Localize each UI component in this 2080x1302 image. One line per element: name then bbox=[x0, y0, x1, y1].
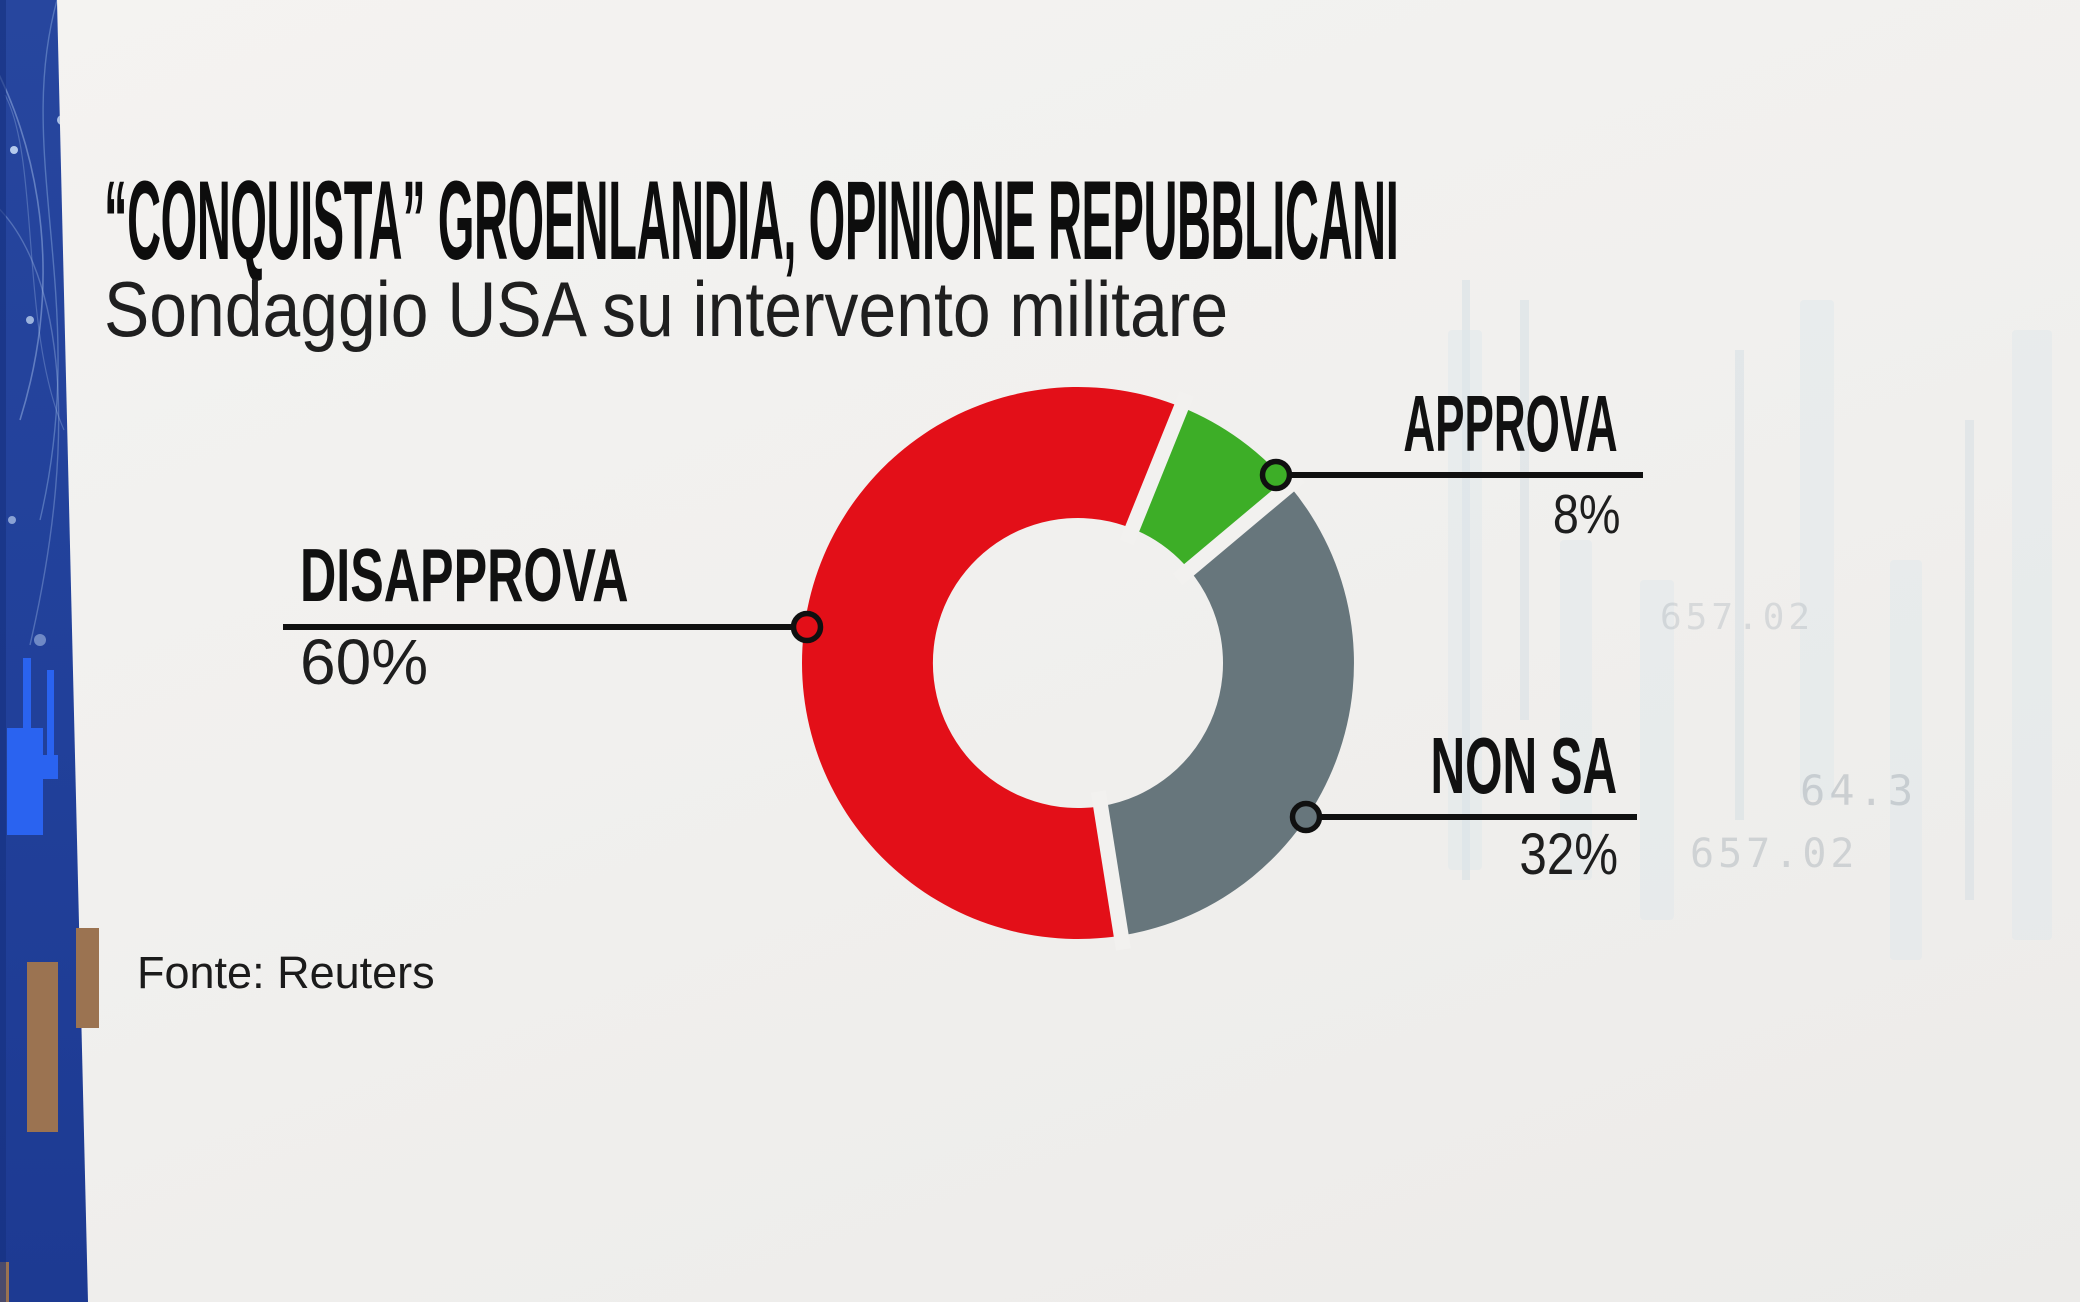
blue-candle-wick bbox=[23, 658, 31, 730]
ghost-ticker-digits: 657.02 bbox=[1690, 831, 1859, 877]
callout-value-nonsa: 32% bbox=[1519, 822, 1618, 887]
page-title: “CONQUISTA” GROENLANDIA, OPINIONE REPUBB… bbox=[104, 158, 1399, 283]
ghost-candlestick bbox=[2012, 330, 2052, 940]
blue-candle-body bbox=[41, 755, 58, 779]
callout-value-approva: 8% bbox=[1552, 483, 1620, 545]
slice-gaps bbox=[1090, 391, 1305, 951]
ghost-candlestick bbox=[1800, 300, 1834, 800]
blue-candle-body bbox=[7, 728, 43, 835]
callout-label-disapprova: DISAPPROVA bbox=[300, 533, 629, 617]
ghost-candlestick bbox=[1448, 330, 1482, 870]
ghost-candlestick bbox=[1560, 540, 1592, 880]
ghost-ticker-digits: 64.3 bbox=[1800, 766, 1918, 815]
slice-disapprova bbox=[802, 387, 1182, 940]
page-subtitle: Sondaggio USA su intervento militare bbox=[104, 265, 1229, 353]
callout-label-nonsa: NON SA bbox=[1430, 721, 1617, 810]
source-credit: Fonte: Reuters bbox=[137, 947, 435, 998]
blue-candle-wick bbox=[47, 670, 54, 756]
ghost-candlestick bbox=[1890, 560, 1922, 960]
marker-approva bbox=[1259, 458, 1293, 492]
ghost-candlestick bbox=[1640, 580, 1674, 920]
callout-value-disapprova: 60% bbox=[300, 626, 429, 698]
marker-nonsa bbox=[1289, 800, 1323, 834]
ghost-candlestick bbox=[1735, 350, 1744, 820]
slice-nonsa bbox=[1100, 485, 1354, 936]
callout-label-approva: APPROVA bbox=[1403, 379, 1618, 468]
ghost-candlestick bbox=[1462, 280, 1470, 880]
callout-lines bbox=[283, 472, 1643, 820]
tan-candle-body bbox=[27, 962, 58, 1132]
ghost-candlestick bbox=[1520, 300, 1529, 720]
tan-candle-body bbox=[76, 928, 99, 1028]
strip-edge-shade bbox=[0, 0, 6, 1302]
ghost-ticker-digits: 657.02 bbox=[1660, 597, 1815, 638]
marker-disapprova bbox=[790, 610, 824, 644]
ghost-candlestick bbox=[1965, 420, 1974, 900]
